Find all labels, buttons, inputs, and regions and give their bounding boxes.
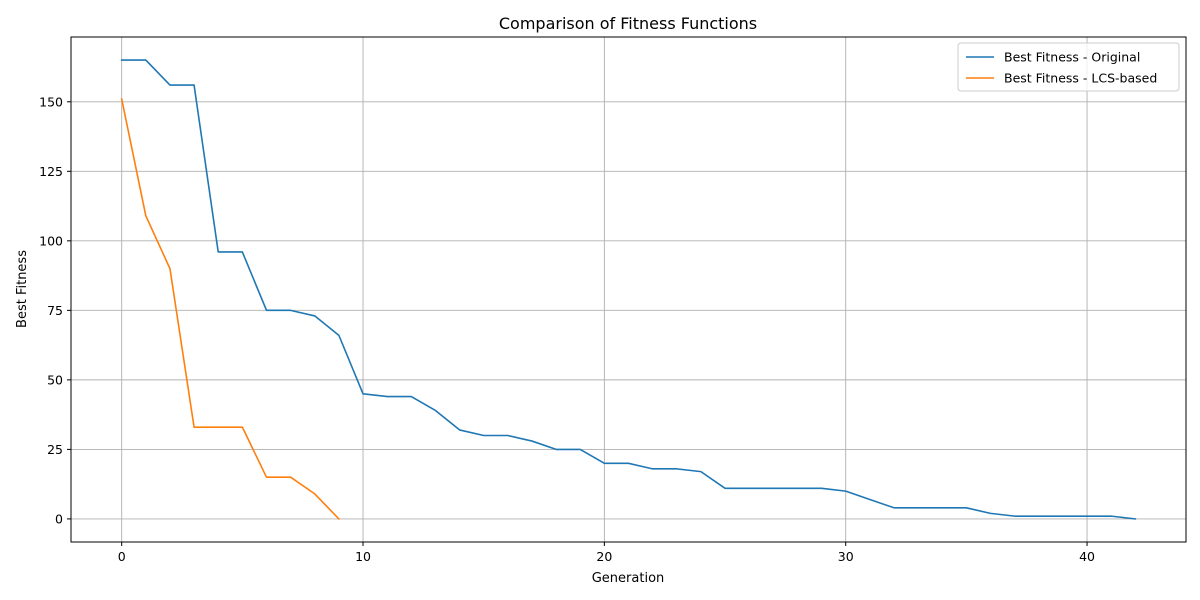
x-tick-label: 30 (838, 549, 854, 564)
x-tick-label: 10 (355, 549, 371, 564)
y-tick-label: 50 (47, 372, 63, 387)
y-tick-label: 75 (47, 303, 63, 318)
chart-title: Comparison of Fitness Functions (499, 14, 757, 33)
x-tick-label: 40 (1079, 549, 1095, 564)
series-line-original (120, 59, 1137, 520)
plot-area-frame (70, 36, 1187, 543)
x-axis-label: Generation (592, 571, 665, 586)
series-lines (120, 59, 1137, 521)
grid-lines (71, 37, 1186, 542)
series-line-lcs-based (120, 98, 341, 521)
x-axis-ticks: 0 10 20 30 40 (118, 542, 1095, 564)
y-tick-label: 150 (39, 94, 63, 109)
y-tick-label: 0 (55, 511, 63, 526)
x-tick-label: 20 (596, 549, 612, 564)
y-axis-label: Best Fitness (15, 250, 30, 328)
y-tick-label: 25 (47, 442, 63, 457)
y-tick-label: 125 (39, 164, 63, 179)
x-tick-label: 0 (118, 549, 126, 564)
legend-label-original: Best Fitness - Original (1004, 50, 1140, 65)
legend: Best Fitness - Original Best Fitness - L… (957, 42, 1180, 92)
legend-label-lcs-based: Best Fitness - LCS-based (1004, 71, 1157, 86)
y-axis-ticks: 0 25 50 75 100 125 150 (39, 94, 71, 526)
legend-box (957, 42, 1180, 92)
y-tick-label: 100 (39, 233, 63, 248)
